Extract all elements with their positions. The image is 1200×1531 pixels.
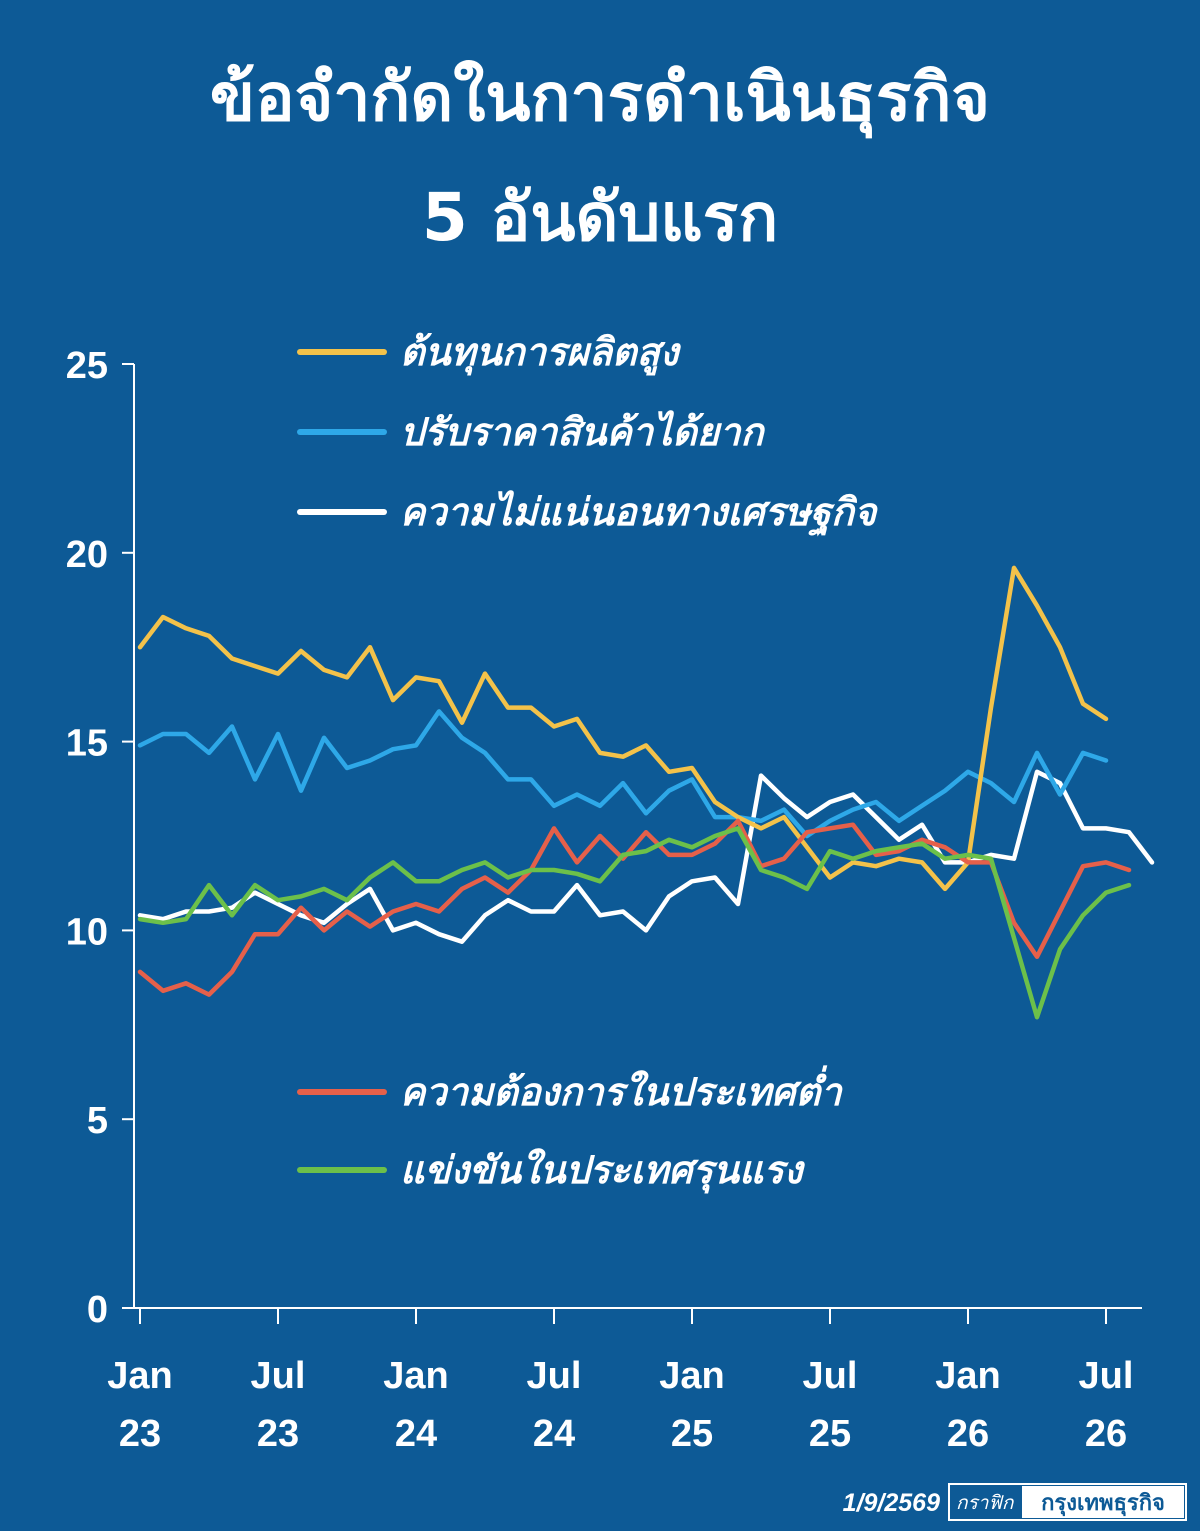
footer-brand-box-border	[948, 1483, 1187, 1521]
y-tick-label: 20	[66, 534, 108, 576]
x-tick-label-year: 24	[395, 1413, 437, 1455]
y-tick-label: 25	[66, 345, 108, 387]
footer-brand-box	[1022, 1486, 1184, 1518]
legend-label-3: ความไม่แน่นอนทางเศรษฐกิจ	[400, 490, 879, 537]
y-tick-label: 0	[87, 1289, 108, 1331]
x-tick-label-month: Jan	[383, 1355, 448, 1397]
footer-brand: กรุงเทพธุรกิจ	[1041, 1491, 1165, 1517]
x-tick-label-year: 24	[533, 1413, 575, 1455]
x-tick-label-month: Jul	[251, 1355, 306, 1397]
x-tick-label-month: Jul	[803, 1355, 858, 1397]
x-tick-label-month: Jan	[659, 1355, 724, 1397]
x-tick-label-month: Jul	[527, 1355, 582, 1397]
footer-label: กราฟิก	[956, 1492, 1015, 1514]
axes: 0 5 10 15 20 25 Jan 23 Jul 23 Jan 24 Jul 24 Jan 25 Jul 25…	[66, 345, 1142, 1455]
x-tick-label-month: Jan	[107, 1355, 172, 1397]
x-tick-label-month: Jul	[1079, 1355, 1134, 1397]
series-line-4	[137, 818, 1132, 997]
x-tick-label-year: 23	[119, 1413, 161, 1455]
series-line-2	[137, 709, 1109, 839]
x-tick-label-year: 25	[671, 1413, 713, 1455]
footer: 1/9/2569 กราฟิก กรุงเทพธุรกิจ	[843, 1483, 1187, 1521]
chart-title-line1: ข้อจำกัดในการดำเนินธุรกิจ	[210, 58, 990, 139]
legend: ต้นทุนการผลิตสูงปรับราคาสินค้าได้ยากความ…	[297, 330, 879, 1194]
legend-label-5: แข่งขันในประเทศรุนแรง	[400, 1148, 806, 1194]
x-tick-label-year: 26	[947, 1413, 989, 1455]
legend-label-1: ต้นทุนการผลิตสูง	[400, 330, 682, 376]
y-tick-label: 10	[66, 911, 108, 953]
series-line-5	[137, 826, 1132, 1020]
y-tick-label: 5	[87, 1100, 108, 1142]
series-line-1	[137, 565, 1109, 892]
legend-label-2: ปรับราคาสินค้าได้ยาก	[400, 410, 765, 454]
series-layer	[137, 565, 1155, 1020]
chart-title-line2: 5 อันดับแรก	[422, 179, 778, 256]
x-tick-label-year: 26	[1085, 1413, 1127, 1455]
x-tick-label-year: 25	[809, 1413, 851, 1455]
legend-label-4: ความต้องการในประเทศต่ำ	[400, 1065, 843, 1114]
y-tick-label: 15	[66, 723, 108, 765]
x-tick-label-year: 23	[257, 1413, 299, 1455]
x-tick-label-month: Jan	[935, 1355, 1000, 1397]
footer-date: 1/9/2569	[843, 1489, 940, 1517]
